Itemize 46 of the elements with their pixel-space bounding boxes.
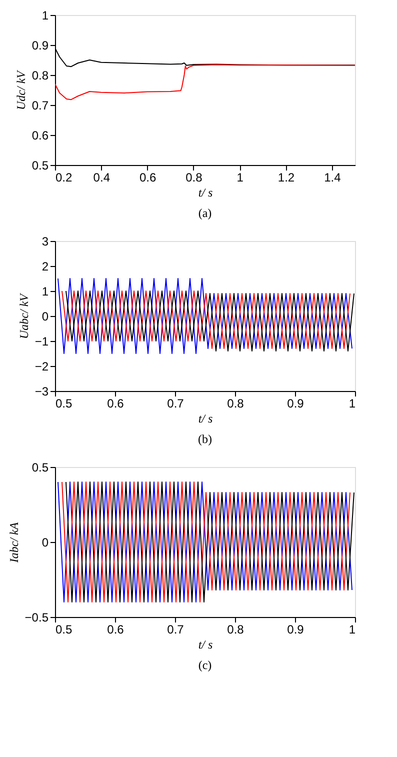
y-tick-label: 0.5 bbox=[32, 460, 49, 474]
y-tick-label: 0 bbox=[42, 536, 49, 550]
x-tick-label: 0.6 bbox=[107, 622, 124, 636]
x-tick-label: 1.2 bbox=[278, 170, 295, 184]
x-tick-label: 0.6 bbox=[107, 396, 124, 410]
x-tick-label: 0.9 bbox=[287, 622, 304, 636]
x-tick-label: 1 bbox=[236, 170, 244, 184]
x-tick-label: 0.5 bbox=[56, 396, 73, 410]
y-tick-label: 2 bbox=[42, 260, 49, 274]
y-tick-label: 0.9 bbox=[32, 38, 49, 52]
x-tick-label: 0.8 bbox=[227, 396, 244, 410]
x-tick-label: 0.9 bbox=[287, 396, 304, 410]
x-tick-label: 0.2 bbox=[56, 170, 73, 184]
x-axis-title: t/ s bbox=[198, 186, 213, 200]
x-tick-label: 0.6 bbox=[139, 170, 156, 184]
x-tick-label: 1 bbox=[348, 396, 356, 410]
x-axis-title: t/ s bbox=[198, 412, 213, 426]
y-tick-label: 0.8 bbox=[32, 68, 49, 82]
x-tick-label: 0.7 bbox=[167, 396, 184, 410]
y-tick-label: −2 bbox=[34, 360, 49, 374]
y-tick-label: 0 bbox=[42, 310, 49, 324]
y-tick-label: 0.5 bbox=[32, 158, 49, 172]
y-tick-label: 1 bbox=[42, 8, 49, 22]
x-axis-title: t/ s bbox=[198, 638, 213, 652]
text: (a) bbox=[198, 206, 212, 220]
y-axis-title: Iabc/ kA bbox=[6, 522, 21, 564]
y-tick-label: 1 bbox=[42, 284, 49, 298]
x-tick-label: 0.8 bbox=[186, 170, 203, 184]
y-tick-label: −3 bbox=[34, 384, 49, 398]
x-tick-label: 0.4 bbox=[93, 170, 110, 184]
y-tick-label: 3 bbox=[42, 234, 49, 248]
y-axis-title: Uabc/ kV bbox=[16, 292, 31, 339]
text: (c) bbox=[198, 658, 212, 672]
y-tick-label: −1 bbox=[34, 334, 49, 348]
x-tick-label: 1 bbox=[348, 622, 356, 636]
y-axis-title: Udc/ kV bbox=[14, 69, 28, 110]
y-tick-label: 0.6 bbox=[32, 128, 49, 142]
line-series bbox=[58, 278, 352, 354]
x-tick-label: 0.8 bbox=[227, 622, 244, 636]
x-tick-label: 1.4 bbox=[324, 170, 342, 184]
x-tick-label: 0.5 bbox=[56, 622, 73, 636]
line-series bbox=[55, 64, 355, 100]
y-tick-label: −0.5 bbox=[24, 610, 49, 624]
text: (b) bbox=[198, 432, 212, 446]
y-tick-label: 0.7 bbox=[32, 98, 49, 112]
x-tick-label: 0.7 bbox=[167, 622, 184, 636]
